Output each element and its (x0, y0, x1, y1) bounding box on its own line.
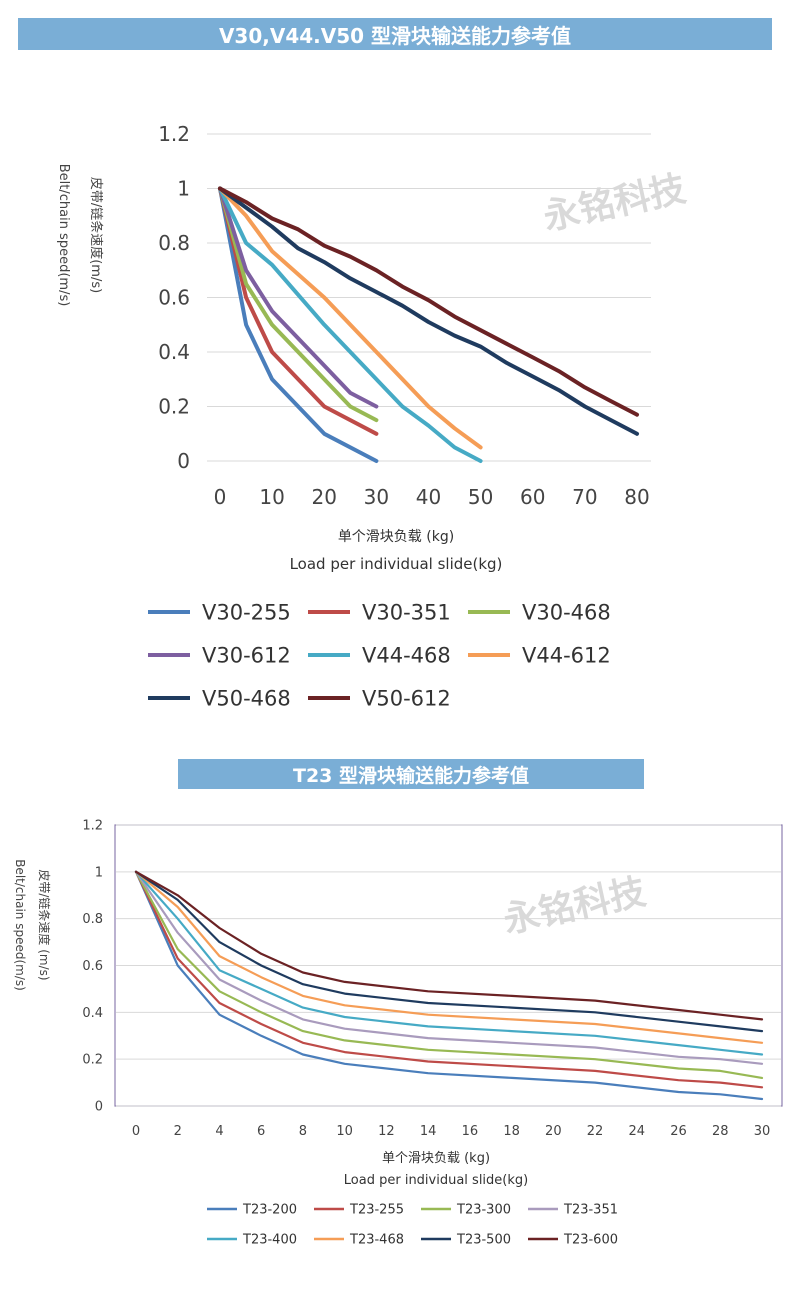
chart2-xtick-label: 26 (670, 1124, 687, 1139)
chart1-xtick-label: 70 (572, 485, 597, 509)
chart1-legend-label-v30-255: V30-255 (202, 601, 291, 625)
chart2-xtick-label: 24 (629, 1124, 646, 1139)
chart2-xlabel-cn: 单个滑块负载 (kg) (382, 1151, 490, 1166)
chart1-legend-label-v44-612: V44-612 (522, 644, 611, 668)
chart2-series-t23-600 (134, 870, 764, 1021)
chart2-xtick-label: 18 (503, 1124, 520, 1139)
chart1-legend-label-v30-351: V30-351 (362, 601, 451, 625)
chart1-legend-label-v30-468: V30-468 (522, 601, 611, 625)
chart1-series-v30-612 (218, 186, 379, 409)
chart1-legend-label-v30-612: V30-612 (202, 644, 291, 668)
chart1-watermark: 永铭科技 (540, 169, 689, 239)
chart2-xtick-label: 2 (174, 1124, 182, 1139)
chart2-ytick-label: 0.6 (82, 959, 103, 974)
chart1-legend-label-v50-612: V50-612 (362, 687, 451, 711)
chart1-ylabel-en: Belt/chain speed(m/s) (56, 164, 71, 307)
chart1-ytick-label: 0.6 (158, 286, 190, 310)
chart2-xtick-label: 0 (132, 1124, 140, 1139)
chart2-ylabel-cn: 皮带/链条速度 (m/s) (37, 869, 52, 980)
chart2-xtick-label: 8 (299, 1124, 307, 1139)
chart1-xtick-label: 80 (624, 485, 649, 509)
chart2-legend-label-t23-351: T23-351 (563, 1203, 618, 1218)
chart1-series-v50-612 (218, 186, 639, 417)
chart2-ytick-label: 0.8 (82, 912, 103, 927)
chart2-ytick-label: 0.2 (82, 1053, 103, 1068)
chart2-xtick-label: 10 (336, 1124, 353, 1139)
chart1-xtick-label: 30 (364, 485, 389, 509)
chart1-xtick-label: 50 (468, 485, 493, 509)
chart2-legend-label-t23-600: T23-600 (563, 1233, 618, 1248)
chart2-xtick-label: 16 (462, 1124, 479, 1139)
chart1-legend-label-v50-468: V50-468 (202, 687, 291, 711)
chart2-legend-label-t23-468: T23-468 (349, 1233, 404, 1248)
chart1-series-v44-468 (218, 186, 483, 463)
chart2-xtick-label: 20 (545, 1124, 562, 1139)
chart1-xtick-label: 60 (520, 485, 545, 509)
chart1-ytick-label: 0 (177, 449, 190, 473)
chart1-series-v30-468 (218, 186, 379, 423)
chart2-xtick-label: 4 (215, 1124, 223, 1139)
chart1-xlabel-en: Load per individual slide(kg) (290, 555, 503, 573)
chart2-ylabel-en: Belt/chain speed(m/s) (13, 859, 27, 991)
chart2-series-t23-200 (134, 870, 764, 1101)
chart2-legend-label-t23-400: T23-400 (242, 1233, 297, 1248)
chart2-series-t23-300 (134, 870, 764, 1080)
chart2-xtick-label: 22 (587, 1124, 604, 1139)
chart1-xtick-label: 20 (312, 485, 337, 509)
chart2-ytick-label: 1.2 (82, 819, 103, 834)
chart1-ytick-label: 1 (177, 177, 190, 201)
chart2-xtick-label: 14 (420, 1124, 437, 1139)
chart1-banner-title: V30,V44.V50 型滑块输送能力参考值 (18, 18, 772, 50)
chart1-ylabel-cn: 皮带/链条速度(m/s) (88, 177, 104, 293)
chart1-xtick-label: 10 (259, 485, 284, 509)
chart2-xtick-label: 28 (712, 1124, 729, 1139)
chart2-watermark: 永铭科技 (500, 872, 649, 942)
chart2-banner-title: T23 型滑块输送能力参考值 (178, 759, 644, 789)
chart2-legend-label-t23-200: T23-200 (242, 1203, 297, 1218)
chart1-xlabel-cn: 单个滑块负载 (kg) (338, 528, 454, 545)
chart1-series-v50-468 (218, 186, 639, 436)
chart2-series-t23-255 (134, 870, 764, 1089)
chart2-xtick-label: 6 (257, 1124, 265, 1139)
chart2-series-t23-400 (134, 870, 764, 1056)
chart2-ytick-label: 1 (95, 865, 103, 880)
chart1-legend-label-v44-468: V44-468 (362, 644, 451, 668)
chart1-xtick-label: 40 (416, 485, 441, 509)
chart2-series-t23-500 (134, 870, 764, 1033)
chart1-ytick-label: 1.2 (158, 122, 190, 146)
chart2-series-t23-468 (134, 870, 764, 1044)
chart1-series-v30-255 (218, 186, 379, 463)
chart2-legend-label-t23-300: T23-300 (456, 1203, 511, 1218)
chart2-xtick-label: 30 (754, 1124, 771, 1139)
chart1-ytick-label: 0.8 (158, 231, 190, 255)
chart1-series-v30-351 (218, 186, 379, 436)
chart1-series-v44-612 (218, 186, 483, 450)
chart2-series-t23-351 (134, 870, 764, 1065)
chart2-ytick-label: 0.4 (82, 1006, 103, 1021)
chart2-legend-label-t23-500: T23-500 (456, 1233, 511, 1248)
chart1-ytick-label: 0.4 (158, 340, 190, 364)
chart2-xtick-label: 12 (378, 1124, 395, 1139)
chart1-xtick-label: 0 (214, 485, 227, 509)
chart2-ytick-label: 0 (95, 1100, 103, 1115)
chart1-ytick-label: 0.2 (158, 395, 190, 419)
chart2-xlabel-en: Load per individual slide(kg) (344, 1173, 528, 1188)
chart2-legend-label-t23-255: T23-255 (349, 1203, 404, 1218)
